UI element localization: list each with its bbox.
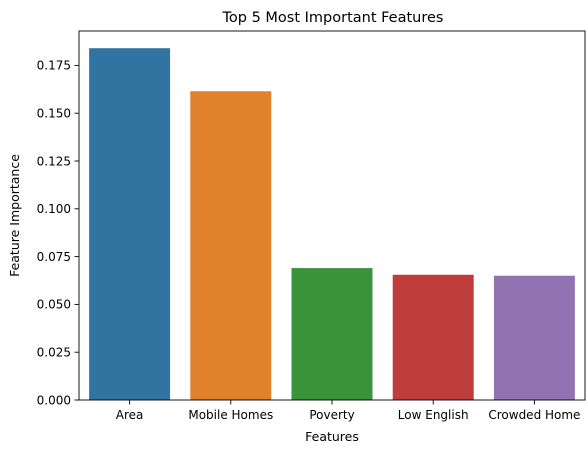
bars	[89, 48, 575, 401]
bar-area	[89, 48, 171, 401]
plot-frame	[78, 30, 586, 401]
x-tick-label: Low English	[398, 408, 469, 422]
y-tick-label: 0.100	[37, 202, 71, 216]
y-tick-label: 0.075	[37, 250, 71, 264]
bar-low-english	[392, 274, 474, 400]
chart-title: Top 5 Most Important Features	[222, 10, 444, 26]
y-tick-label: 0.125	[37, 154, 71, 168]
x-axis: Area Mobile Homes Poverty Low English Crowde…	[116, 400, 580, 422]
y-axis: 0.000 0.025 0.050 0.075 0.100 0.125 0.150 0.175	[37, 59, 79, 407]
bar-poverty	[291, 268, 373, 400]
x-axis-label: Features	[305, 429, 359, 444]
y-tick-label: 0.000	[37, 393, 71, 407]
y-tick-label: 0.175	[37, 59, 71, 73]
x-tick-label: Poverty	[309, 408, 354, 422]
bar-crowded-home	[493, 275, 575, 400]
y-tick-label: 0.050	[37, 298, 71, 312]
x-tick-label: Mobile Homes	[188, 408, 273, 422]
y-axis-label: Feature Importance	[7, 154, 22, 277]
y-tick-label: 0.150	[37, 107, 71, 121]
y-tick-label: 0.025	[37, 346, 71, 360]
bar-mobile-homes	[190, 91, 272, 400]
x-tick-label: Crowded Home	[488, 408, 580, 422]
x-tick-label: Area	[116, 408, 144, 422]
